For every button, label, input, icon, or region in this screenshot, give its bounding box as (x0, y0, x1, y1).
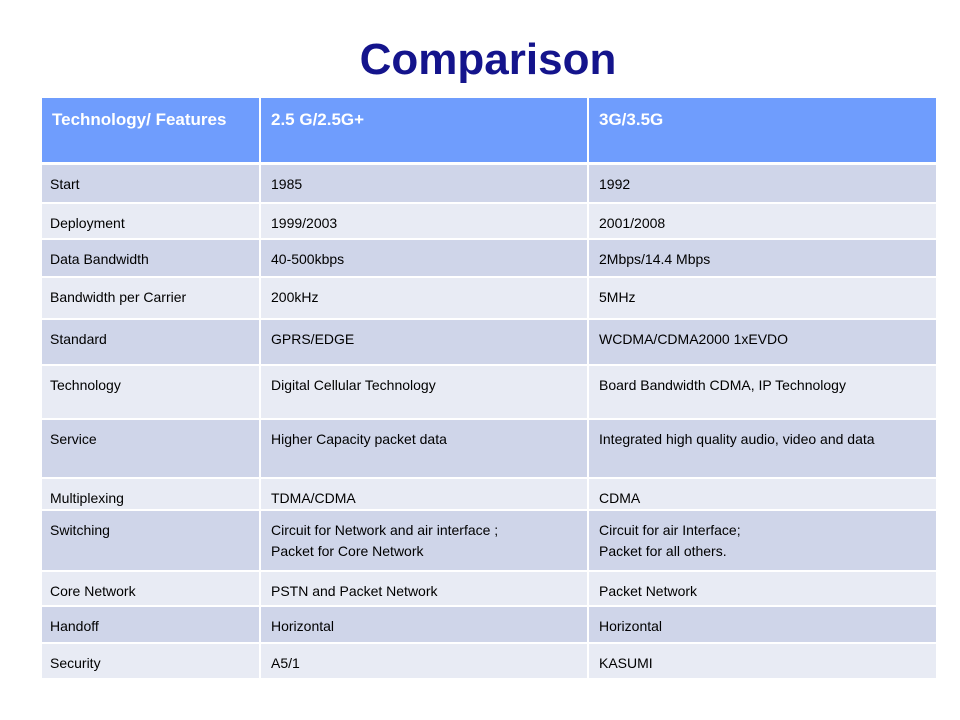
slide-title: Comparison (359, 35, 617, 84)
table-row-label: Service (40, 418, 261, 479)
header-2-5g: 2.5 G/2.5G+ (259, 96, 589, 165)
table-cell: 5MHz (587, 276, 938, 320)
table-cell: 1999/2003 (259, 202, 589, 240)
table-row: Standard GPRS/EDGE WCDMA/CDMA2000 1xEVDO (40, 318, 938, 366)
table-cell: Circuit for air Interface; Packet for al… (587, 509, 938, 572)
table-body: Start 1985 1992 Deployment 1999/2003 2001/200… (40, 162, 938, 680)
comparison-table: Technology/ Features 2.5 G/2.5G+ 3G/3.5G… (40, 96, 938, 680)
table-cell: Digital Cellular Technology (259, 364, 589, 420)
header-technology-features: Technology/ Features (40, 96, 261, 165)
table-row: Deployment 1999/2003 2001/2008 (40, 202, 938, 240)
header-3g: 3G/3.5G (587, 96, 938, 165)
table-cell: CDMA (587, 477, 938, 511)
table-cell: 40-500kbps (259, 238, 589, 278)
table-row: Core Network PSTN and Packet Network Packe… (40, 570, 938, 607)
table-cell: Horizontal (259, 605, 589, 644)
table-cell: 1985 (259, 162, 589, 204)
table-cell: Higher Capacity packet data (259, 418, 589, 479)
table-row: Handoff Horizontal Horizontal (40, 605, 938, 644)
table-row-label: Core Network (40, 570, 261, 607)
table-cell: WCDMA/CDMA2000 1xEVDO (587, 318, 938, 366)
table-cell: KASUMI (587, 642, 938, 680)
table-cell: 200kHz (259, 276, 589, 320)
table-row-label: Data Bandwidth (40, 238, 261, 278)
table-cell: 1992 (587, 162, 938, 204)
table-cell: A5/1 (259, 642, 589, 680)
table-cell: 2001/2008 (587, 202, 938, 240)
table-cell: Horizontal (587, 605, 938, 644)
table-row-label: Multiplexing (40, 477, 261, 511)
table-row: Security A5/1 KASUMI (40, 642, 938, 680)
table-cell: 2Mbps/14.4 Mbps (587, 238, 938, 278)
table-cell: Board Bandwidth CDMA, IP Technology (587, 364, 938, 420)
table-row: Technology Digital Cellular Technology Boa… (40, 364, 938, 420)
table-header-row: Technology/ Features 2.5 G/2.5G+ 3G/3.5G (40, 96, 938, 165)
table-cell: Packet Network (587, 570, 938, 607)
table-row-label: Security (40, 642, 261, 680)
table-row: Data Bandwidth 40-500kbps 2Mbps/14.4 Mbps (40, 238, 938, 278)
table-row: Multiplexing TDMA/CDMA CDMA (40, 477, 938, 511)
table-cell: PSTN and Packet Network (259, 570, 589, 607)
table-cell: GPRS/EDGE (259, 318, 589, 366)
table-row-label: Handoff (40, 605, 261, 644)
table-row-label: Switching (40, 509, 261, 572)
table-row: Start 1985 1992 (40, 162, 938, 204)
table-cell: TDMA/CDMA (259, 477, 589, 511)
table-row-label: Bandwidth per Carrier (40, 276, 261, 320)
table-row: Switching Circuit for Network and air int… (40, 509, 938, 572)
table-row: Service Higher Capacity packet data Integr… (40, 418, 938, 479)
table-row-label: Technology (40, 364, 261, 420)
table-cell: Circuit for Network and air interface ; … (259, 509, 589, 572)
table-cell: Integrated high quality audio, video and… (587, 418, 938, 479)
table-row-label: Standard (40, 318, 261, 366)
table-row: Bandwidth per Carrier 200kHz 5MHz (40, 276, 938, 320)
table-row-label: Deployment (40, 202, 261, 240)
table-row-label: Start (40, 162, 261, 204)
